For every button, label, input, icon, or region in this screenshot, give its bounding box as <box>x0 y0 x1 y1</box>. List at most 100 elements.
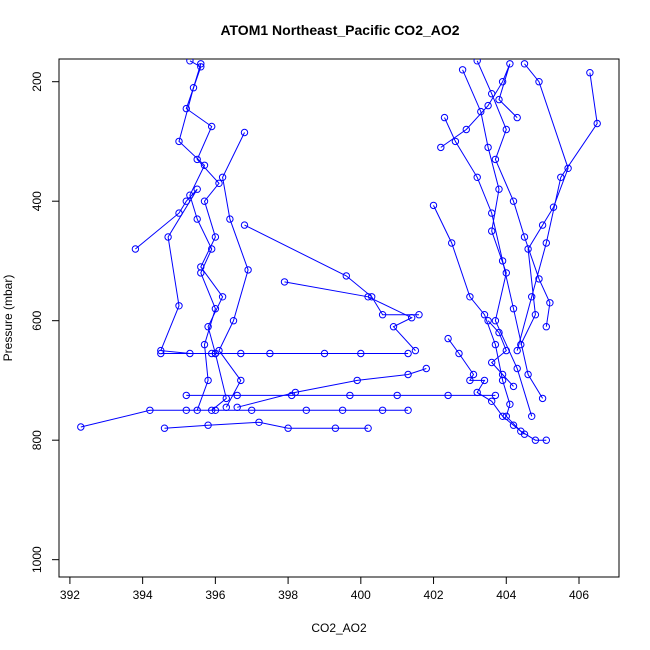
data-point <box>357 349 365 358</box>
data-point <box>237 376 245 385</box>
data-point <box>255 418 263 426</box>
data-point <box>211 305 220 313</box>
data-point <box>498 412 507 420</box>
y-tick-label: 1000 <box>30 546 44 573</box>
data-point <box>197 269 205 277</box>
data-point <box>509 421 518 429</box>
data-point <box>520 430 529 438</box>
data-point <box>520 60 529 68</box>
data-point <box>186 59 194 65</box>
data-point <box>531 436 540 444</box>
series-line <box>178 63 216 411</box>
data-point <box>444 391 452 400</box>
y-axis-label: Pressure (mbar) <box>1 275 15 362</box>
data-point <box>233 391 241 400</box>
data-point <box>182 391 191 400</box>
series-line <box>520 63 569 345</box>
data-point <box>469 370 478 379</box>
data-point <box>411 346 420 355</box>
data-point <box>240 221 249 229</box>
data-point <box>266 349 274 358</box>
data-point <box>404 349 412 358</box>
data-point <box>218 293 227 301</box>
y-tick-label: 400 <box>30 191 44 211</box>
data-point <box>182 197 191 205</box>
data-point <box>477 107 485 116</box>
x-tick-label: 398 <box>278 588 298 602</box>
series-line <box>135 188 241 354</box>
data-point <box>498 376 507 385</box>
series-line <box>284 281 416 351</box>
data-point <box>502 346 510 355</box>
data-point <box>429 201 438 210</box>
data-point <box>189 84 198 92</box>
data-point <box>193 155 201 164</box>
data-point <box>302 406 310 414</box>
data-point <box>495 185 503 193</box>
data-point <box>513 346 521 355</box>
series-13 <box>440 113 547 403</box>
data-point <box>364 293 372 301</box>
series-line <box>476 60 551 327</box>
data-point <box>538 394 547 403</box>
data-point <box>200 340 209 349</box>
data-point <box>193 215 201 223</box>
series-line <box>237 368 427 408</box>
data-point <box>506 60 514 68</box>
series-17 <box>513 69 601 355</box>
x-tick-label: 402 <box>424 588 444 602</box>
data-point <box>473 173 481 182</box>
data-point <box>546 299 554 307</box>
data-point <box>444 334 452 343</box>
data-point <box>542 436 550 444</box>
data-point <box>284 424 292 432</box>
data-point <box>466 293 474 301</box>
data-point <box>248 406 256 414</box>
data-point <box>320 349 329 358</box>
y-axis: 200 400 600 800 1000 <box>30 71 60 573</box>
data-point <box>458 66 467 74</box>
data-point <box>408 314 416 322</box>
series-line <box>447 338 525 435</box>
series-line <box>244 224 419 316</box>
series-18 <box>444 334 529 438</box>
data-point <box>211 406 220 414</box>
y-tick-label: 200 <box>30 71 44 91</box>
data-point <box>280 278 289 286</box>
data-point <box>466 376 474 385</box>
data-point <box>480 376 489 385</box>
data-point <box>193 185 201 193</box>
data-point <box>197 63 205 71</box>
data-point <box>175 209 183 217</box>
chart-title: ATOM1 Northeast_Pacific CO2_AO2 <box>220 22 459 38</box>
data-point <box>204 376 212 385</box>
data-point <box>389 323 398 331</box>
data-point <box>488 358 496 367</box>
data-point <box>208 245 216 253</box>
series-20 <box>484 317 518 391</box>
data-point <box>182 406 191 414</box>
series-line <box>487 320 514 387</box>
data-point <box>378 311 387 319</box>
data-point <box>498 78 507 86</box>
data-point <box>593 119 601 128</box>
series-14 <box>458 66 536 420</box>
data-point <box>484 317 492 325</box>
data-point <box>200 161 209 170</box>
data-point <box>364 424 372 432</box>
data-point <box>517 340 525 349</box>
series-16 <box>517 60 572 349</box>
series-4 <box>131 185 245 358</box>
data-point <box>513 113 521 122</box>
data-point <box>520 233 529 241</box>
data-point <box>157 349 165 358</box>
x-tick-label: 400 <box>351 588 371 602</box>
data-point <box>509 305 518 313</box>
data-point <box>175 137 183 146</box>
data-point <box>164 233 172 241</box>
series-line <box>164 421 369 429</box>
data-point <box>455 349 463 358</box>
series-15 <box>473 59 554 331</box>
data-point <box>448 239 456 247</box>
data-point <box>498 257 507 265</box>
